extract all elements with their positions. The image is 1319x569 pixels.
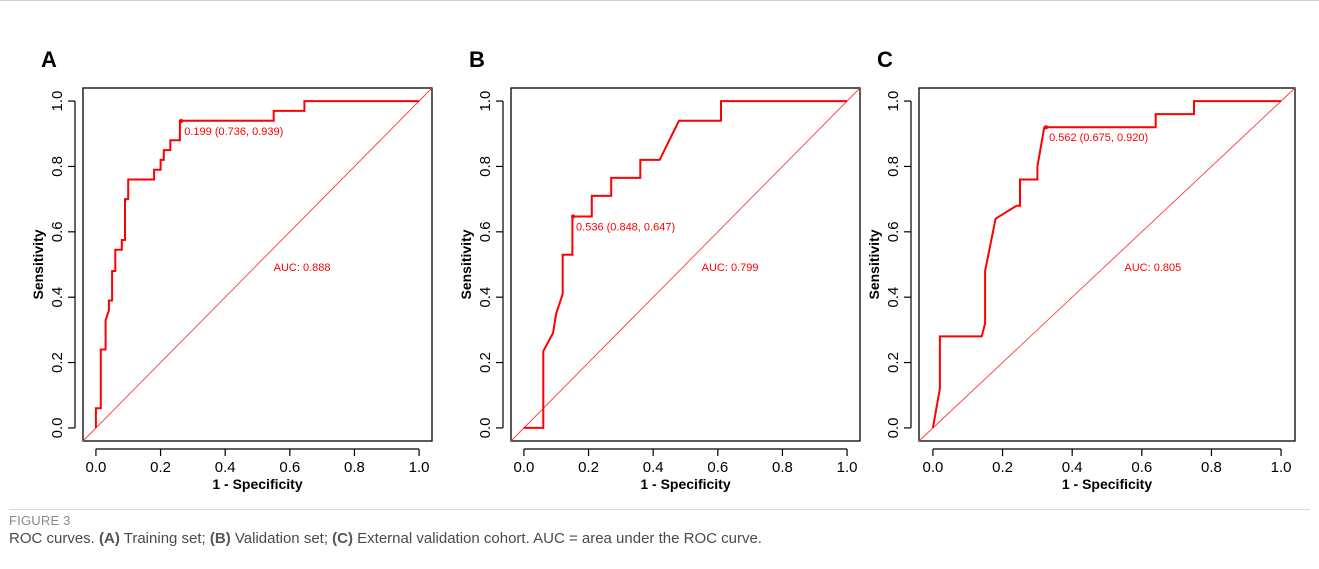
cutoff-label: 0.562 (0.675, 0.920) — [1049, 132, 1148, 144]
x-tick-label: 1.0 — [1271, 459, 1292, 476]
top-border — [0, 0, 1319, 1]
y-tick-label: 1.0 — [477, 91, 494, 112]
y-tick-label: 0.8 — [885, 156, 902, 177]
roc-curve — [931, 100, 1282, 429]
y-tick-label: 0.0 — [49, 417, 66, 438]
cutoff-label: 0.199 (0.736, 0.939) — [184, 126, 283, 138]
auc-label: AUC: 0.799 — [702, 262, 759, 274]
y-tick-label: 0.6 — [49, 221, 66, 242]
auc-label: AUC: 0.805 — [1124, 262, 1181, 274]
reference-diagonal — [510, 87, 861, 442]
y-tick-label: 0.2 — [477, 352, 494, 373]
roc-panel-b: B 0.0 0.2 0.4 0.6 0.8 1.0 1 - Specificity 0.0 0.2… — [458, 47, 861, 492]
reference-diagonal — [82, 87, 433, 442]
cutoff-point — [1044, 125, 1049, 130]
cutoff-point — [571, 214, 576, 219]
caption-lead: ROC curves. — [9, 530, 100, 547]
x-tick-label: 0.6 — [707, 459, 728, 476]
y-tick-label: 0.8 — [477, 156, 494, 177]
caption-tag-a: (A) — [99, 530, 120, 547]
y-axis-label: Sensitivity — [866, 229, 882, 299]
roc-curve — [94, 100, 420, 428]
x-axis-label: 1 - Specificity — [1062, 476, 1152, 492]
y-tick-label: 0.2 — [49, 352, 66, 373]
caption-tag-c: (C) — [332, 530, 353, 547]
caption-text-a: Training set; — [119, 530, 210, 547]
x-tick-label: 1.0 — [837, 459, 858, 476]
x-tick-label: 0.6 — [1131, 459, 1152, 476]
y-tick-label: 0.6 — [885, 221, 902, 242]
plot-area — [82, 87, 433, 442]
figure-caption: ROC curves. (A) Training set; (B) Valida… — [9, 530, 762, 547]
y-tick-label: 0.0 — [477, 417, 494, 438]
caption-text-b: Validation set; — [230, 530, 333, 547]
y-tick-label: 0.4 — [885, 287, 902, 308]
x-tick-label: 0.2 — [578, 459, 599, 476]
figure-divider — [9, 509, 1310, 510]
y-axis-label: Sensitivity — [458, 229, 474, 299]
y-tick-label: 0.4 — [477, 287, 494, 308]
caption-text-c: External validation cohort. AUC = area u… — [353, 530, 762, 547]
y-tick-label: 1.0 — [49, 91, 66, 112]
x-tick-label: 0.4 — [643, 459, 664, 476]
x-tick-label: 0.0 — [85, 459, 106, 476]
auc-label: AUC: 0.888 — [274, 262, 331, 274]
y-tick-label: 0.6 — [477, 221, 494, 242]
roc-figure: A 0.0 0.2 0.4 0.6 0.8 1.0 1 - Specificity 0.0 0.2… — [30, 47, 1296, 492]
x-tick-label: 0.6 — [279, 459, 300, 476]
plot-area — [918, 87, 1296, 442]
x-tick-label: 0.0 — [513, 459, 534, 476]
x-tick-label: 0.4 — [215, 459, 236, 476]
x-tick-label: 0.8 — [772, 459, 793, 476]
y-tick-label: 0.0 — [885, 417, 902, 438]
cutoff-point — [179, 119, 184, 124]
roc-panel-c: C 0.0 0.2 0.4 0.6 0.8 1.0 1 - Specificity 0.0 0.2… — [866, 47, 1296, 492]
y-axis-label: Sensitivity — [30, 229, 46, 299]
panel-label: A — [41, 47, 57, 72]
y-tick-label: 0.4 — [49, 287, 66, 308]
panel-label: C — [877, 47, 893, 72]
x-tick-label: 0.8 — [1201, 459, 1222, 476]
figure-label: FIGURE 3 — [9, 513, 71, 528]
x-axis-label: 1 - Specificity — [212, 476, 302, 492]
reference-diagonal — [918, 87, 1296, 442]
x-tick-label: 0.8 — [344, 459, 365, 476]
roc-panel-a: A 0.0 0.2 0.4 0.6 0.8 1.0 1 - Specificity 0.0 0.2… — [30, 47, 433, 492]
caption-tag-b: (B) — [209, 530, 231, 547]
roc-curve — [523, 100, 848, 429]
x-tick-label: 1.0 — [409, 459, 430, 476]
plot-area — [510, 87, 861, 442]
x-tick-label: 0.0 — [922, 459, 943, 476]
y-tick-label: 1.0 — [885, 91, 902, 112]
x-tick-label: 0.2 — [992, 459, 1013, 476]
panel-label: B — [469, 47, 485, 72]
cutoff-label: 0.536 (0.848, 0.647) — [576, 221, 675, 233]
y-tick-label: 0.8 — [49, 156, 66, 177]
y-tick-label: 0.2 — [885, 352, 902, 373]
x-tick-label: 0.2 — [150, 459, 171, 476]
x-tick-label: 0.4 — [1062, 459, 1083, 476]
x-axis-label: 1 - Specificity — [640, 476, 730, 492]
